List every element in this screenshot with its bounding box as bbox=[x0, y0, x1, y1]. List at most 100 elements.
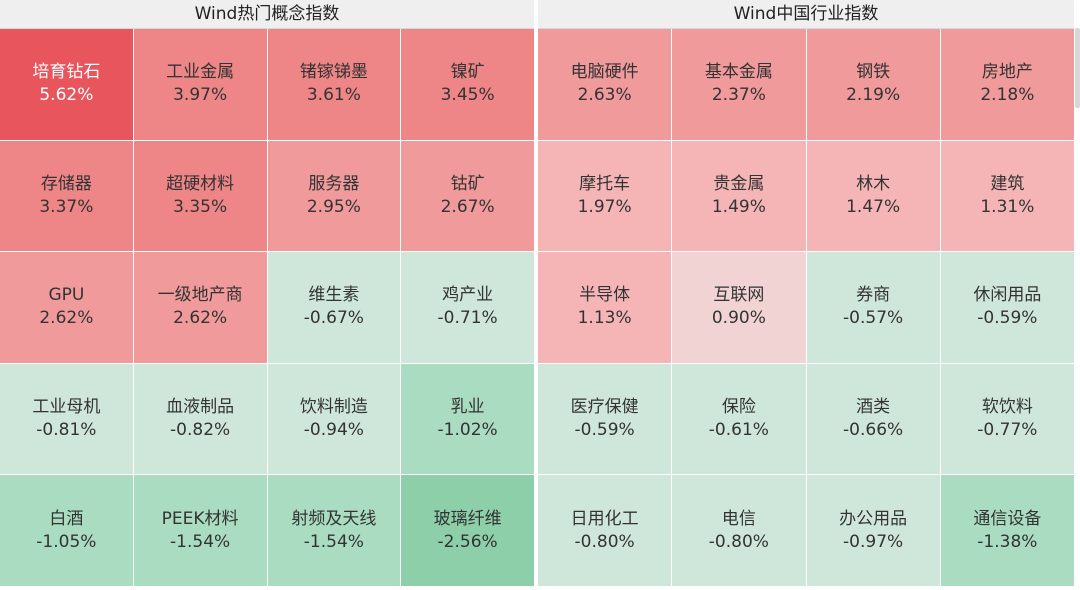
heatmap-tile[interactable]: 贵金属 1.49% bbox=[672, 140, 806, 252]
heatmap-tile[interactable]: 房地产 2.18% bbox=[940, 29, 1074, 140]
heatmap-tile[interactable]: 培育钻石 5.62% bbox=[0, 29, 133, 140]
tile-name: 休闲用品 bbox=[973, 285, 1042, 306]
heatmap-grid: 电脑硬件 2.63% 基本金属 2.37% 钢铁 2.19% 房地产 2.18% 摩托车 1.97… bbox=[538, 29, 1074, 586]
tile-name: 玻璃纤维 bbox=[433, 508, 502, 529]
heatmap-tile[interactable]: PEEK材料 -1.54% bbox=[133, 475, 267, 586]
panel-title: Wind热门概念指数 bbox=[0, 0, 534, 29]
heatmap-tile[interactable]: 血液制品 -0.82% bbox=[133, 363, 267, 475]
tile-change: 2.67% bbox=[440, 196, 495, 217]
heatmap-tile[interactable]: 日用化工 -0.80% bbox=[538, 475, 672, 586]
tile-change: -0.80% bbox=[574, 531, 635, 552]
tile-name: 摩托车 bbox=[579, 173, 631, 194]
tile-name: 林木 bbox=[856, 173, 891, 194]
concept-index-panel: Wind热门概念指数 培育钻石 5.62% 工业金属 3.97% 锗镓锑墨 3.61% 镍矿… bbox=[0, 0, 534, 586]
tile-name: 锗镓锑墨 bbox=[299, 62, 368, 83]
heatmap-tile[interactable]: 维生素 -0.67% bbox=[267, 252, 401, 363]
tile-name: 半导体 bbox=[579, 285, 631, 306]
tile-change: -0.81% bbox=[36, 420, 97, 441]
tile-change: -0.71% bbox=[437, 308, 498, 329]
tile-name: 基本金属 bbox=[704, 62, 773, 83]
tile-change: -0.94% bbox=[303, 420, 364, 441]
heatmap-tile[interactable]: 互联网 0.90% bbox=[672, 252, 806, 363]
tile-change: 2.37% bbox=[711, 85, 766, 106]
tile-change: -0.66% bbox=[843, 420, 904, 441]
heatmap-tile[interactable]: 镍矿 3.45% bbox=[401, 29, 534, 140]
tile-change: 1.47% bbox=[846, 196, 901, 217]
tile-name: 钴矿 bbox=[450, 173, 485, 194]
tile-change: -0.67% bbox=[303, 308, 364, 329]
tile-name: PEEK材料 bbox=[161, 508, 239, 529]
heatmap-tile[interactable]: 射频及天线 -1.54% bbox=[267, 475, 401, 586]
tile-name: 工业金属 bbox=[166, 62, 235, 83]
tile-name: 服务器 bbox=[308, 173, 360, 194]
heatmap-tile[interactable]: 半导体 1.13% bbox=[538, 252, 672, 363]
tile-name: 鸡产业 bbox=[442, 285, 494, 306]
industry-index-panel: Wind中国行业指数 电脑硬件 2.63% 基本金属 2.37% 钢铁 2.19% 房地产 2… bbox=[538, 0, 1074, 586]
heatmap-tile[interactable]: 玻璃纤维 -2.56% bbox=[401, 475, 534, 586]
heatmap-tile[interactable]: 电脑硬件 2.63% bbox=[538, 29, 672, 140]
tile-change: 3.61% bbox=[306, 85, 361, 106]
heatmap-grid: 培育钻石 5.62% 工业金属 3.97% 锗镓锑墨 3.61% 镍矿 3.45% 存储器 3.3… bbox=[0, 29, 534, 586]
tile-change: 2.62% bbox=[173, 308, 228, 329]
tile-change: -0.61% bbox=[708, 420, 769, 441]
tile-name: 房地产 bbox=[981, 62, 1033, 83]
heatmap-tile[interactable]: 电信 -0.80% bbox=[672, 475, 806, 586]
tile-name: 互联网 bbox=[713, 285, 765, 306]
heatmap-tile[interactable]: 券商 -0.57% bbox=[806, 252, 940, 363]
heatmap-tile[interactable]: 工业金属 3.97% bbox=[133, 29, 267, 140]
tile-change: 2.19% bbox=[846, 85, 901, 106]
heatmap-tile[interactable]: 服务器 2.95% bbox=[267, 140, 401, 252]
tile-change: -1.02% bbox=[437, 420, 498, 441]
heatmap-tile[interactable]: 酒类 -0.66% bbox=[806, 363, 940, 475]
tile-change: 1.97% bbox=[577, 196, 632, 217]
tile-change: -0.59% bbox=[574, 420, 635, 441]
tile-name: 日用化工 bbox=[570, 508, 639, 529]
tile-name: 电信 bbox=[721, 508, 756, 529]
heatmap-tile[interactable]: GPU 2.62% bbox=[0, 252, 133, 363]
heatmap-tile[interactable]: 建筑 1.31% bbox=[940, 140, 1074, 252]
heatmap-tile[interactable]: 白酒 -1.05% bbox=[0, 475, 133, 586]
tile-change: 1.31% bbox=[980, 196, 1035, 217]
heatmap-tile[interactable]: 钢铁 2.19% bbox=[806, 29, 940, 140]
tile-name: 培育钻石 bbox=[32, 62, 101, 83]
heatmap-tile[interactable]: 鸡产业 -0.71% bbox=[401, 252, 534, 363]
tile-change: -1.05% bbox=[36, 531, 97, 552]
tile-change: -1.54% bbox=[303, 531, 364, 552]
heatmap-tile[interactable]: 超硬材料 3.35% bbox=[133, 140, 267, 252]
heatmap-tile[interactable]: 软饮料 -0.77% bbox=[940, 363, 1074, 475]
tile-name: 酒类 bbox=[856, 397, 891, 418]
tile-name: 医疗保健 bbox=[570, 397, 639, 418]
tile-name: GPU bbox=[48, 285, 85, 306]
tile-name: 电脑硬件 bbox=[570, 62, 639, 83]
tile-name: 软饮料 bbox=[981, 397, 1033, 418]
tile-change: -2.56% bbox=[437, 531, 498, 552]
heatmap-tile[interactable]: 乳业 -1.02% bbox=[401, 363, 534, 475]
heatmap-tile[interactable]: 锗镓锑墨 3.61% bbox=[267, 29, 401, 140]
heatmap-tile[interactable]: 通信设备 -1.38% bbox=[940, 475, 1074, 586]
tile-change: -0.97% bbox=[843, 531, 904, 552]
tile-name: 一级地产商 bbox=[157, 285, 243, 306]
heatmap-tile[interactable]: 存储器 3.37% bbox=[0, 140, 133, 252]
tile-name: 乳业 bbox=[450, 397, 485, 418]
heatmap-tile[interactable]: 休闲用品 -0.59% bbox=[940, 252, 1074, 363]
tile-change: -1.38% bbox=[977, 531, 1038, 552]
heatmap-tile[interactable]: 办公用品 -0.97% bbox=[806, 475, 940, 586]
heatmap-tile[interactable]: 医疗保健 -0.59% bbox=[538, 363, 672, 475]
heatmap-tile[interactable]: 一级地产商 2.62% bbox=[133, 252, 267, 363]
tile-name: 白酒 bbox=[49, 508, 84, 529]
tile-change: -1.54% bbox=[170, 531, 231, 552]
heatmap-tile[interactable]: 基本金属 2.37% bbox=[672, 29, 806, 140]
heatmap-tile[interactable]: 钴矿 2.67% bbox=[401, 140, 534, 252]
tile-change: 5.62% bbox=[39, 85, 94, 106]
heatmap-tile[interactable]: 工业母机 -0.81% bbox=[0, 363, 133, 475]
tile-name: 维生素 bbox=[308, 285, 360, 306]
tile-name: 射频及天线 bbox=[291, 508, 377, 529]
tile-change: 0.90% bbox=[711, 308, 766, 329]
heatmap-tile[interactable]: 摩托车 1.97% bbox=[538, 140, 672, 252]
heatmap-tile[interactable]: 林木 1.47% bbox=[806, 140, 940, 252]
heatmap-tile[interactable]: 饮料制造 -0.94% bbox=[267, 363, 401, 475]
heatmap-tile[interactable]: 保险 -0.61% bbox=[672, 363, 806, 475]
tile-name: 建筑 bbox=[990, 173, 1025, 194]
scrollbar-thumb[interactable] bbox=[1075, 28, 1080, 108]
tile-change: -0.82% bbox=[170, 420, 231, 441]
